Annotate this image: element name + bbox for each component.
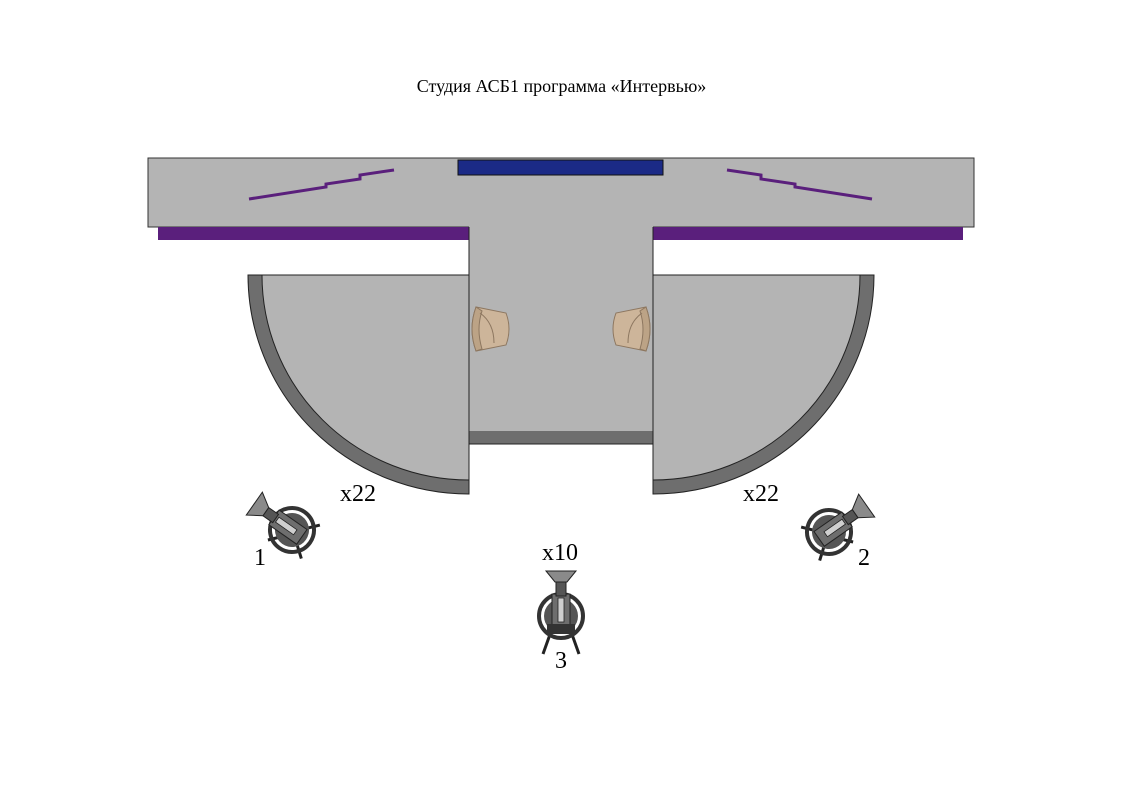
decor-line-right <box>726 168 873 201</box>
chair-left-icon <box>471 306 510 352</box>
camera-3-number: 3 <box>555 648 567 674</box>
camera-1-number: 1 <box>254 545 266 571</box>
camera-2-zoom: x22 <box>743 481 779 507</box>
purple-strip-left <box>158 227 469 240</box>
right-half-floor <box>652 274 861 481</box>
camera-1-zoom: x22 <box>340 481 376 507</box>
camera-3-icon <box>537 570 585 655</box>
camera-3-zoom: x10 <box>542 540 578 566</box>
chair-right-icon <box>612 306 651 352</box>
diagram-title: Студия АСБ1 программа «Интервью» <box>416 76 707 96</box>
camera-2-number: 2 <box>858 545 870 571</box>
left-half-floor <box>261 274 470 481</box>
video-screen <box>457 159 664 176</box>
camera-2-icon <box>800 493 876 561</box>
decor-line-left <box>248 168 395 201</box>
camera-1-icon <box>245 491 321 559</box>
center-walkway-edge <box>468 429 654 445</box>
purple-strip-right <box>653 227 963 240</box>
